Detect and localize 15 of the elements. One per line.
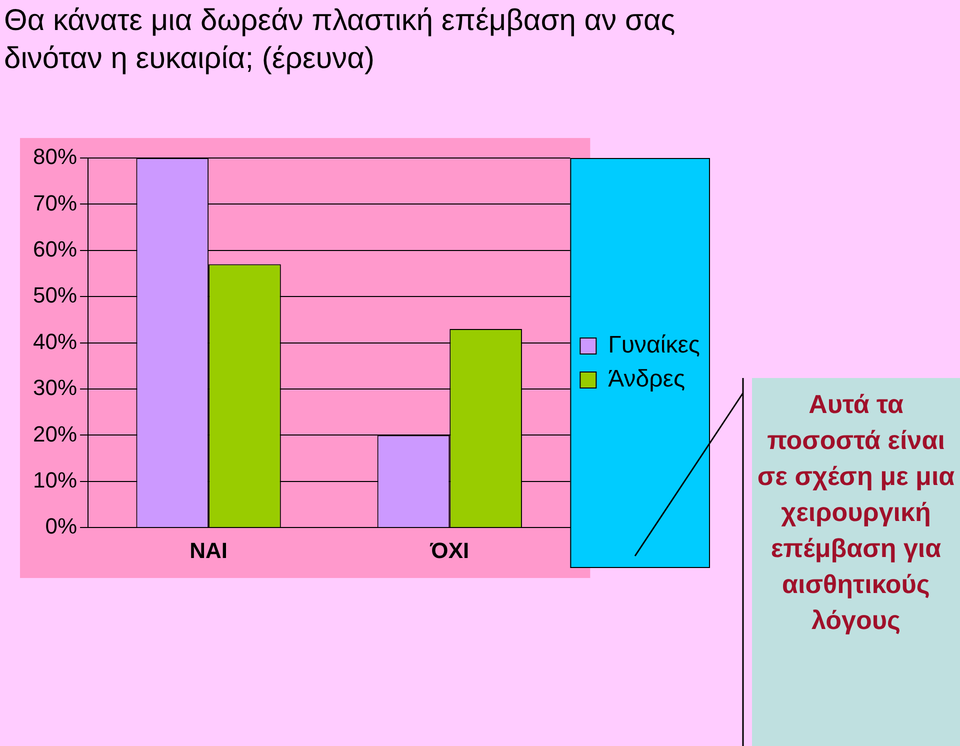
y-tick-label: 40% bbox=[32, 328, 78, 354]
legend-label: Γυναίκες bbox=[608, 332, 700, 359]
chart-title: Θα κάνατε μια δωρεάν πλαστική επέμβαση αν σας δινόταν η ευκαιρία; (έρευνα) bbox=[4, 3, 676, 77]
y-tick-label: 20% bbox=[32, 421, 78, 446]
y-tick-label: 70% bbox=[32, 190, 78, 216]
y-tick-label: 10% bbox=[32, 467, 78, 492]
x-tick-label: ΝΑΙ bbox=[190, 538, 228, 563]
legend-label: Άνδρες bbox=[608, 366, 686, 393]
y-tick-label: 60% bbox=[32, 236, 78, 262]
y-tick-label: 80% bbox=[32, 144, 78, 170]
x-tick-label: ΌΧΙ bbox=[429, 538, 470, 563]
y-tick-label: 30% bbox=[32, 375, 78, 400]
y-tick-label: 0% bbox=[45, 514, 78, 539]
text: Αυτά τα ποσοστά είναι σε σχέση με μια χειρουργική επέμβαση για αισθητικούς λόγους bbox=[752, 378, 960, 746]
y-tick-label: 50% bbox=[32, 282, 78, 308]
